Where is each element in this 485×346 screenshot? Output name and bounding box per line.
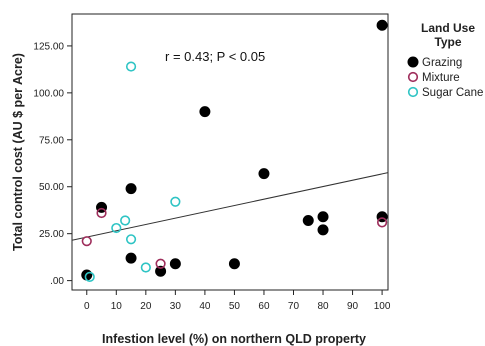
x-tick-label: 100	[374, 301, 391, 312]
y-tick-label: 50.00	[39, 182, 64, 193]
axis-ticks-layer: 0 10 20 30 40 50 60 70 80 90 100.0025.0050.0075.00…	[33, 41, 390, 312]
legend-marker-sugar-cane	[407, 86, 419, 98]
legend: Land Use Type Grazing Mixture Sugar Cane	[407, 21, 483, 99]
data-point-sugar-cane	[140, 262, 151, 273]
data-point-mixture	[81, 236, 92, 247]
data-point-grazing	[302, 215, 314, 227]
data-points-layer	[81, 19, 388, 282]
y-axis-title: Total control cost (AU $ per Acre)	[11, 53, 25, 251]
plot-area	[71, 13, 389, 291]
x-tick-label: 80	[317, 301, 329, 312]
legend-title-line-1: Land Use	[421, 21, 475, 35]
legend-marker-grazing	[407, 56, 419, 68]
x-tick-label: 0	[84, 301, 90, 312]
x-tick-label: 50	[229, 301, 241, 312]
legend-items: Grazing Mixture Sugar Cane	[407, 56, 483, 99]
y-tick-label: 75.00	[39, 135, 64, 146]
correlation-annotation: r = 0.43; P < 0.05	[165, 49, 265, 64]
data-point-grazing	[317, 224, 329, 236]
data-point-sugar-cane	[84, 271, 95, 282]
x-tick-label: 40	[199, 301, 211, 312]
data-point-mixture	[155, 258, 166, 269]
x-tick-label: 90	[347, 301, 359, 312]
y-tick-label: .00	[50, 276, 64, 287]
data-point-grazing	[125, 252, 137, 264]
data-point-grazing	[376, 19, 388, 31]
legend-marker-mixture	[407, 71, 419, 83]
y-tick-label: 100.00	[33, 88, 64, 99]
data-point-grazing	[155, 265, 167, 277]
x-tick-label: 10	[111, 301, 123, 312]
data-point-grazing	[317, 211, 329, 223]
fit-line	[71, 172, 389, 241]
data-point-grazing	[169, 258, 181, 270]
data-point-grazing	[258, 168, 270, 180]
y-tick-label: 25.00	[39, 229, 64, 240]
x-tick-label: 30	[170, 301, 182, 312]
legend-label-sugar-cane: Sugar Cane	[422, 87, 483, 99]
data-point-sugar-cane	[111, 222, 122, 234]
data-point-sugar-cane	[125, 234, 137, 245]
x-axis-title: Infestion level (%) on northern QLD prop…	[102, 332, 366, 346]
legend-label-grazing: Grazing	[422, 57, 462, 69]
x-tick-label: 20	[140, 301, 152, 312]
data-point-sugar-cane	[170, 196, 181, 207]
legend-title-line-2: Type	[434, 35, 461, 49]
data-point-grazing	[125, 183, 137, 195]
data-point-grazing	[199, 106, 211, 118]
y-tick-label: 125.00	[33, 41, 64, 52]
data-point-grazing	[228, 258, 240, 270]
x-tick-label: 70	[288, 301, 300, 312]
data-point-sugar-cane	[125, 61, 137, 72]
data-point-mixture	[96, 207, 107, 219]
data-point-sugar-cane	[120, 215, 131, 226]
legend-label-mixture: Mixture	[422, 72, 460, 84]
x-tick-label: 60	[258, 301, 270, 312]
fit-line-layer	[71, 172, 389, 241]
data-point-mixture	[376, 217, 388, 228]
